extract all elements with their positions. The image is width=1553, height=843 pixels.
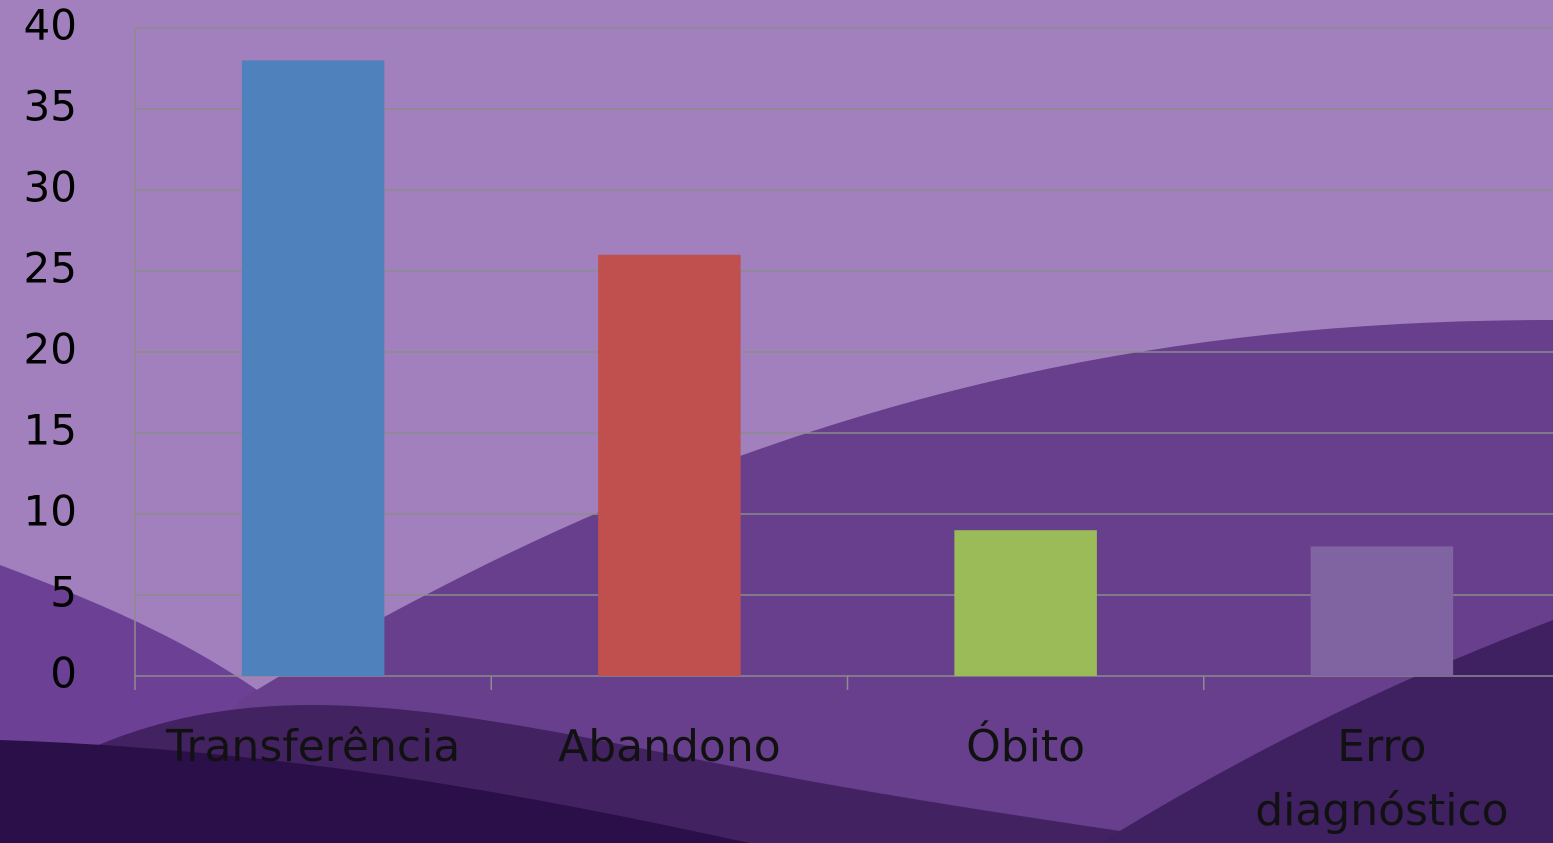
y-tick-label: 20 [24, 325, 77, 374]
y-tick-label: 30 [24, 163, 77, 212]
y-tick-label: 40 [24, 1, 77, 50]
x-tick-label: Óbito [966, 721, 1086, 772]
bar [598, 254, 741, 677]
x-tick-label: Abandono [558, 721, 781, 772]
y-tick-label: 0 [50, 649, 77, 698]
x-tick-label: Erro diagnóstico [1255, 721, 1509, 836]
y-tick-label: 15 [24, 406, 77, 455]
y-tick-label: 5 [50, 568, 77, 617]
bar [1310, 546, 1454, 676]
x-tick-label: Transferência [165, 721, 461, 772]
y-tick-label: 35 [24, 82, 77, 131]
bar [241, 60, 385, 676]
y-tick-label: 25 [24, 244, 77, 293]
y-tick-label: 10 [24, 487, 77, 536]
bar [954, 530, 1097, 676]
